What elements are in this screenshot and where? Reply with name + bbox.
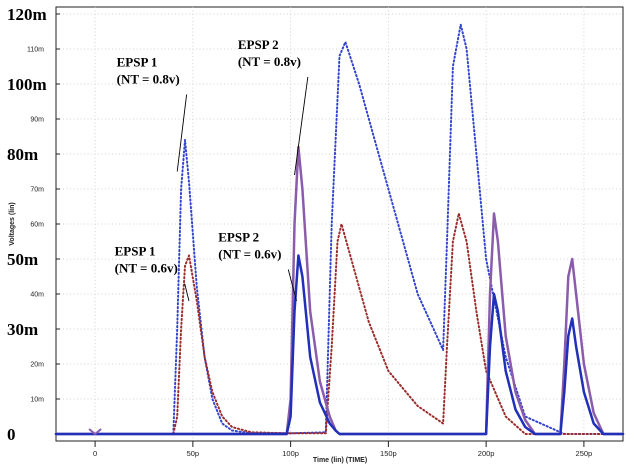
y-tick-label: 120m bbox=[7, 5, 47, 24]
y-tick-label: 40m bbox=[30, 292, 44, 299]
series-line-4 bbox=[54, 254, 625, 436]
y-tick-label: 80m bbox=[7, 145, 38, 164]
y-tick-label: 90m bbox=[30, 117, 44, 124]
y-tick-label: 10m bbox=[30, 397, 44, 404]
y-tick-label: 30m bbox=[7, 320, 38, 339]
x-axis-ticks: 0 50p 100p 150p 200p 250p bbox=[93, 441, 592, 458]
y-tick-label: 50m bbox=[7, 250, 38, 269]
x-tick-label: 0 bbox=[93, 449, 97, 458]
y-tick-label: 20m bbox=[30, 362, 44, 369]
y-tick-label: 70m bbox=[30, 187, 44, 194]
y-tick-label: 100m bbox=[7, 75, 47, 94]
x-tick-label: 200p bbox=[478, 449, 495, 458]
annotation-pointer bbox=[294, 76, 309, 176]
y-axis-label: Voltages (lin) bbox=[9, 202, 16, 245]
grid bbox=[56, 7, 623, 441]
annotation-label: EPSP 1 (NT = 0.6v) bbox=[115, 244, 178, 276]
annotation-pointer bbox=[184, 283, 190, 302]
series-line-3 bbox=[54, 145, 625, 436]
series-lines bbox=[54, 23, 625, 436]
annotation-label: EPSP 1 (NT = 0.8v) bbox=[117, 55, 180, 87]
x-axis-label: Time (lin) (TIME) bbox=[313, 457, 367, 464]
y-tick-label: 0 bbox=[7, 425, 16, 444]
origin-marker bbox=[88, 428, 102, 436]
x-tick-label: 50p bbox=[187, 449, 200, 458]
annotations: EPSP 1 (NT = 0.8v) EPSP 2 (NT = 0.8v) EPSP 1… bbox=[115, 37, 309, 302]
x-tick-label: 150p bbox=[380, 449, 397, 458]
annotation-pointer bbox=[176, 94, 188, 172]
series-line-2 bbox=[55, 212, 624, 435]
series-line-1 bbox=[55, 23, 624, 435]
annotation-label: EPSP 2 (NT = 0.8v) bbox=[238, 37, 301, 69]
y-axis-ticks: 0 10m 20m 30m 40m 50m 60m 70m 80m 90m 100m 110m 120m bbox=[7, 5, 60, 444]
x-tick-label: 100p bbox=[282, 449, 299, 458]
annotation-label: EPSP 2 (NT = 0.6v) bbox=[218, 230, 281, 262]
y-tick-label: 110m bbox=[27, 47, 44, 54]
y-tick-label: 60m bbox=[30, 222, 44, 229]
x-tick-label: 250p bbox=[576, 449, 593, 458]
annotation-pointer bbox=[287, 269, 297, 302]
